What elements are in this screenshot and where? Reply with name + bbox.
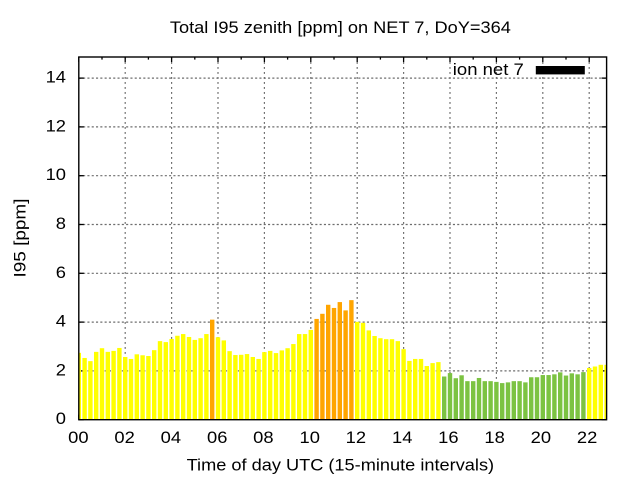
svg-text:10: 10 <box>300 429 320 447</box>
svg-text:Total I95 zenith [ppm] on NET: Total I95 zenith [ppm] on NET 7, DoY=364 <box>170 19 511 37</box>
svg-text:12: 12 <box>346 429 366 447</box>
svg-text:ion net 7: ion net 7 <box>453 61 524 79</box>
svg-text:8: 8 <box>56 215 66 233</box>
svg-text:4: 4 <box>56 313 66 331</box>
svg-text:02: 02 <box>114 429 134 447</box>
svg-text:16: 16 <box>438 429 458 447</box>
svg-text:08: 08 <box>253 429 273 447</box>
svg-text:22: 22 <box>577 429 597 447</box>
svg-text:18: 18 <box>484 429 504 447</box>
svg-text:20: 20 <box>531 429 551 447</box>
svg-text:06: 06 <box>207 429 227 447</box>
svg-text:14: 14 <box>392 429 412 447</box>
svg-text:2: 2 <box>56 361 66 379</box>
svg-text:6: 6 <box>56 264 66 282</box>
svg-text:14: 14 <box>46 69 66 87</box>
svg-text:00: 00 <box>68 429 88 447</box>
svg-text:12: 12 <box>46 117 66 135</box>
svg-text:Time of day UTC (15-minute int: Time of day UTC (15-minute intervals) <box>187 457 495 475</box>
svg-text:04: 04 <box>161 429 181 447</box>
svg-text:10: 10 <box>46 166 66 184</box>
svg-text:0: 0 <box>56 410 66 428</box>
svg-text:I95 [ppm]: I95 [ppm] <box>12 199 30 278</box>
